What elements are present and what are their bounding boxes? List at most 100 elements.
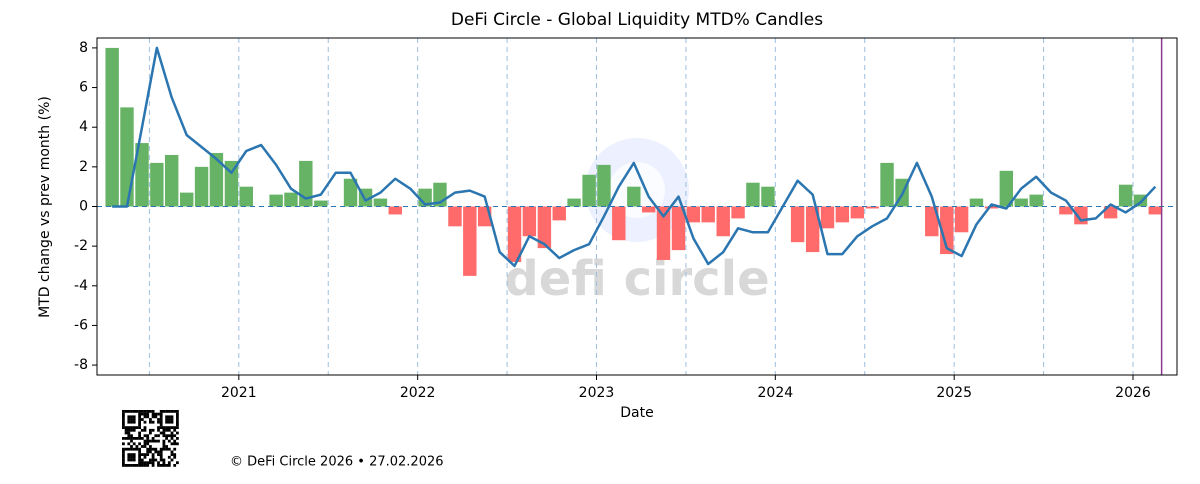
candle bbox=[880, 162, 894, 207]
qr-cell bbox=[162, 426, 166, 429]
candle bbox=[150, 162, 164, 207]
qr-cell bbox=[140, 458, 144, 462]
qr-cell bbox=[124, 431, 128, 435]
qr-cell bbox=[170, 450, 174, 454]
qr-cell bbox=[151, 412, 155, 416]
candle bbox=[954, 206, 969, 233]
qr-cell bbox=[154, 447, 158, 451]
qr-cell bbox=[167, 434, 171, 438]
qr-cell bbox=[151, 439, 155, 443]
footer: © DeFi Circle 2026 • 27.02.2026 bbox=[230, 455, 444, 470]
candle bbox=[1059, 206, 1073, 215]
qr-cell bbox=[149, 461, 152, 465]
candle bbox=[1029, 194, 1043, 207]
qr-cell bbox=[122, 420, 125, 424]
qr-cell bbox=[165, 445, 168, 448]
candle bbox=[805, 206, 820, 253]
candle bbox=[1133, 194, 1148, 207]
qr-cell bbox=[173, 442, 177, 446]
qr-cell bbox=[143, 412, 147, 416]
candle bbox=[552, 206, 566, 221]
qr-cell bbox=[157, 464, 160, 467]
qr-cell bbox=[159, 464, 163, 467]
qr-cell bbox=[122, 458, 125, 462]
candle bbox=[969, 198, 984, 207]
qr-cell bbox=[146, 447, 150, 451]
candle bbox=[537, 206, 552, 249]
qr-cell bbox=[151, 437, 155, 440]
qr-cell bbox=[130, 420, 133, 424]
qr-cell bbox=[132, 464, 136, 467]
x-tick-label: 2023 bbox=[579, 385, 615, 401]
qr-cell bbox=[167, 439, 171, 443]
qr-cell bbox=[154, 458, 158, 462]
qr-cell bbox=[127, 431, 131, 435]
qr-cell bbox=[149, 428, 152, 432]
qr-cell bbox=[140, 410, 144, 413]
candle bbox=[314, 200, 328, 207]
qr-cell bbox=[122, 410, 125, 413]
qr-cell bbox=[151, 464, 155, 467]
qr-cell bbox=[154, 434, 158, 438]
x-tick-label: 2021 bbox=[221, 385, 257, 401]
candle bbox=[984, 206, 999, 209]
qr-cell bbox=[135, 447, 139, 451]
y-tick-label: -4 bbox=[74, 278, 88, 294]
qr-cell bbox=[124, 437, 128, 440]
qr-cell bbox=[122, 453, 125, 456]
qr-cell bbox=[122, 423, 125, 427]
candle bbox=[1103, 206, 1118, 219]
qr-cell bbox=[167, 418, 171, 421]
qr-cell bbox=[162, 445, 166, 448]
qr-cell bbox=[132, 420, 136, 424]
candle bbox=[716, 206, 730, 237]
qr-cell bbox=[130, 410, 133, 413]
y-tick-label: 8 bbox=[79, 40, 88, 56]
qr-cell bbox=[176, 442, 179, 446]
candle bbox=[790, 206, 805, 243]
candle bbox=[686, 206, 701, 223]
qr-cell bbox=[162, 431, 166, 435]
qr-cell bbox=[130, 428, 133, 432]
candle bbox=[522, 206, 537, 237]
qr-cell bbox=[127, 410, 131, 413]
qr-cell bbox=[149, 410, 152, 413]
candle bbox=[224, 160, 239, 207]
qr-cell bbox=[138, 412, 141, 416]
candle bbox=[925, 206, 939, 237]
qr-cell bbox=[151, 458, 155, 462]
qr-cell bbox=[130, 458, 133, 462]
qr-cell bbox=[159, 415, 163, 419]
qr-cell bbox=[170, 426, 174, 429]
qr-cell bbox=[138, 431, 141, 435]
qr-cell bbox=[159, 423, 163, 427]
qr-cell bbox=[176, 431, 179, 435]
qr-cell bbox=[173, 428, 177, 432]
qr-cell bbox=[132, 437, 136, 440]
qr-cell bbox=[143, 415, 147, 419]
qr-cell bbox=[157, 428, 160, 432]
qr-cell bbox=[127, 455, 131, 459]
y-tick-label: -6 bbox=[74, 317, 88, 333]
qr-cell bbox=[124, 464, 128, 467]
qr-cell bbox=[165, 464, 168, 467]
qr-cell bbox=[143, 461, 147, 465]
qr-cell bbox=[143, 410, 147, 413]
qr-cell bbox=[173, 426, 177, 429]
qr-cell bbox=[167, 410, 171, 413]
qr-cell bbox=[135, 464, 139, 467]
watermark: defi circle bbox=[504, 251, 769, 307]
qr-cell bbox=[151, 420, 155, 424]
qr-cell bbox=[138, 423, 141, 427]
qr-cell bbox=[162, 458, 166, 462]
qr-cell bbox=[159, 450, 163, 454]
candle bbox=[761, 186, 775, 207]
qr-cell bbox=[143, 453, 147, 456]
qr-cell bbox=[127, 437, 131, 440]
candle bbox=[239, 186, 253, 207]
candle bbox=[105, 47, 119, 207]
qr-cell bbox=[162, 442, 166, 446]
candle bbox=[448, 206, 462, 227]
qr-cell bbox=[143, 434, 147, 438]
qr-cell bbox=[127, 426, 131, 429]
